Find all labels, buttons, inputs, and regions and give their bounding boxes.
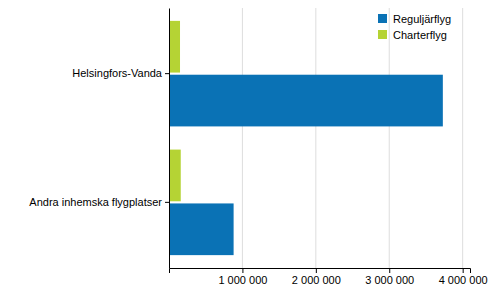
bar — [169, 75, 443, 127]
x-tick-label: 1 000 000 — [218, 274, 267, 286]
x-tick-label: 4 000 000 — [439, 274, 488, 286]
x-tick-label: 2 000 000 — [292, 274, 341, 286]
legend-swatch — [378, 30, 387, 39]
y-tick-label: Andra inhemska flygplatser — [29, 196, 162, 208]
grid — [242, 8, 462, 268]
bar — [169, 21, 180, 73]
x-tick-mark — [316, 268, 317, 273]
x-tick-mark — [242, 268, 243, 273]
grid-line — [462, 8, 463, 268]
bar — [169, 203, 234, 255]
x-tick: 4 000 000 — [439, 268, 488, 286]
y-tick-label: Helsingfors-Vanda — [72, 67, 163, 79]
x-tick-mark — [463, 268, 464, 273]
y-tick-mark — [165, 73, 169, 74]
y-tick-mark — [165, 202, 169, 203]
x-axis-line — [170, 269, 471, 274]
plot: 1 000 000 2 000 000 3 000 000 4 000 000 Hels… — [29, 8, 487, 286]
bars — [169, 21, 443, 255]
grid-line — [242, 8, 243, 268]
x-tick-label: 3 000 000 — [365, 274, 414, 286]
y-axis: Helsingfors-Vanda Andra inhemska flygplat… — [29, 9, 169, 269]
chart: 1 000 000 2 000 000 3 000 000 4 000 000 Hels… — [0, 0, 500, 308]
x-tick: 1 000 000 — [218, 268, 267, 286]
y-tick: Helsingfors-Vanda — [72, 67, 169, 79]
legend-swatch — [378, 14, 387, 23]
x-axis: 1 000 000 2 000 000 3 000 000 4 000 000 — [170, 268, 488, 286]
grid-line — [389, 8, 390, 268]
bar — [169, 150, 181, 202]
x-tick: 3 000 000 — [365, 268, 414, 286]
x-tick: 2 000 000 — [292, 268, 341, 286]
y-tick: Andra inhemska flygplatser — [29, 196, 169, 208]
legend-item: Charterflyg — [378, 29, 447, 41]
x-tick-mark — [389, 268, 390, 273]
y-axis-line — [169, 9, 170, 269]
grid-line — [315, 8, 316, 268]
legend-item: Reguljärflyg — [378, 13, 451, 25]
legend-label: Charterflyg — [393, 29, 447, 41]
legend-label: Reguljärflyg — [393, 13, 451, 25]
legend: Reguljärflyg Charterflyg — [378, 13, 451, 41]
